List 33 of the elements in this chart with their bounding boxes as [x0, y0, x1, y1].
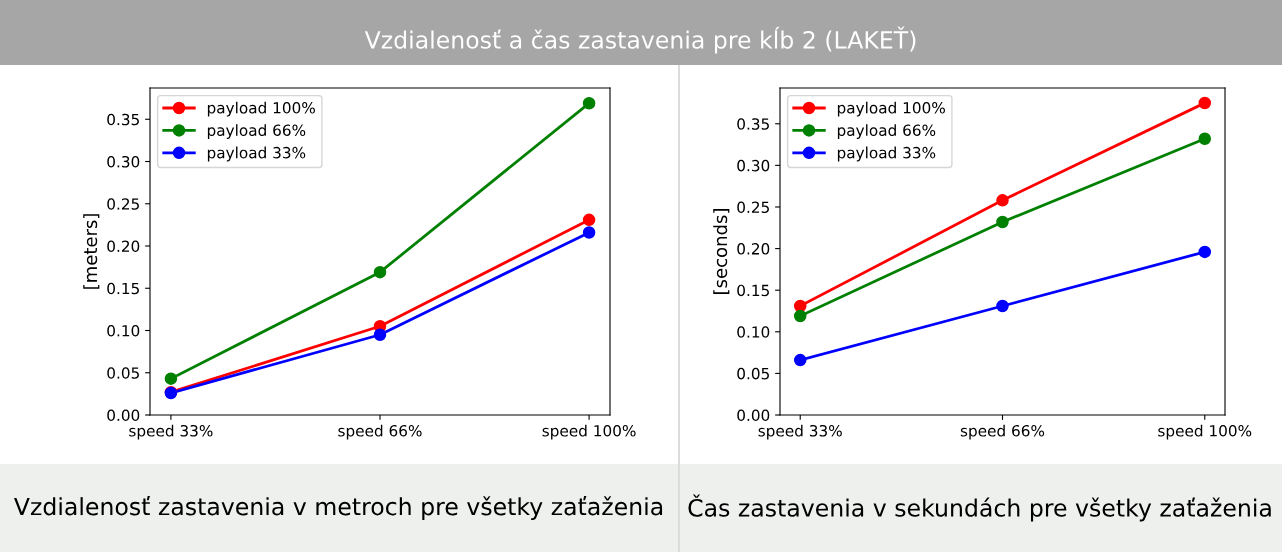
y-tick-label: 0.05 — [737, 367, 769, 380]
legend-label: payload 33% — [207, 146, 306, 162]
y-tick-label: 0.00 — [107, 409, 140, 422]
x-tick-label: speed 100% — [542, 424, 636, 440]
x-tick-label: speed 33% — [758, 424, 842, 440]
y-tick-label: 0.15 — [107, 282, 139, 295]
text: Čas zastavenia v sekundách pre všetky zaťaženia — [688, 494, 1271, 522]
y-tick-label: 0.20 — [107, 240, 140, 253]
chart-title: Vzdialenosť a čas zastavenia pre kĺb 2 (LAKEŤ) — [364, 26, 916, 54]
text: Vzdialenosť zastavenia v metroch pre všetky zaťaženia — [13, 496, 663, 520]
y-tick-label: 0.25 — [107, 198, 139, 210]
y-tick-label: 0.05 — [107, 367, 139, 379]
x-tick-label: speed 33% — [129, 424, 213, 440]
x-tick-label: speed 66% — [338, 424, 422, 440]
legend-label: payload 100% — [207, 101, 315, 117]
y-tick-label: 0.35 — [737, 118, 769, 130]
y-tick-label: 0.00 — [737, 409, 770, 422]
y-tick-label: 0.20 — [737, 243, 770, 255]
y-tick-label: 0.30 — [737, 159, 770, 172]
y-tick-label: 0.30 — [107, 155, 140, 168]
legend-label: payload 66% — [837, 124, 936, 139]
y-tick-label: 0.10 — [107, 324, 140, 337]
y-axis-title: [meters] — [83, 214, 100, 289]
x-tick-label: speed 100% — [1158, 424, 1252, 440]
y-axis-title: [seconds] — [713, 209, 730, 294]
legend-label: payload 100% — [837, 101, 945, 117]
legend-label: payload 33% — [837, 146, 936, 162]
y-tick-label: 0.15 — [737, 284, 769, 297]
y-tick-label: 0.25 — [737, 201, 769, 214]
y-tick-label: 0.35 — [107, 113, 139, 126]
legend-label: payload 66% — [207, 124, 306, 139]
y-tick-label: 0.10 — [737, 326, 770, 338]
x-tick-label: speed 66% — [960, 424, 1045, 440]
